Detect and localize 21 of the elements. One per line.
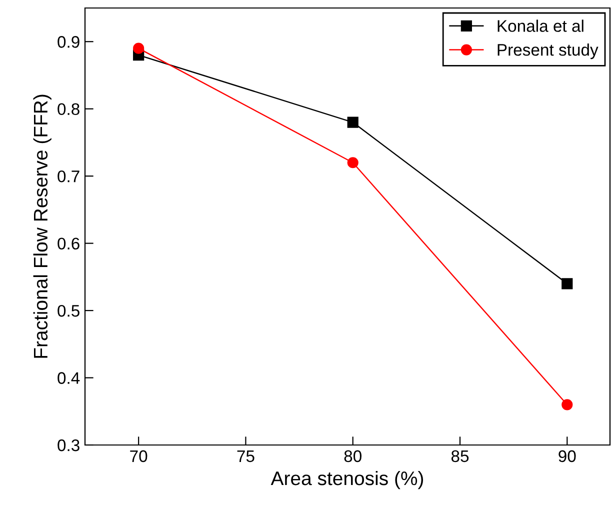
y-axis-title: Fractional Flow Reserve (FFR) bbox=[33, 94, 52, 358]
y-tick-label: 0.3 bbox=[58, 439, 80, 452]
x-tick-label: 75 bbox=[237, 450, 254, 462]
x-tick-label: 80 bbox=[344, 450, 362, 462]
point bbox=[347, 116, 358, 128]
legend-label: Present study bbox=[498, 44, 598, 60]
x-tick-label: 85 bbox=[451, 450, 469, 462]
y-tick-label: 0.6 bbox=[58, 238, 80, 250]
x-axis-title: Area stenosis (%) bbox=[270, 470, 424, 490]
x-tick-label: 70 bbox=[130, 450, 148, 462]
point bbox=[347, 157, 358, 168]
y-tick-label: 0.8 bbox=[58, 103, 80, 116]
y-tick-label: 0.5 bbox=[58, 304, 80, 317]
y-tick-label: 0.4 bbox=[58, 372, 80, 384]
y-tick-label: 0.9 bbox=[58, 36, 80, 48]
point bbox=[133, 42, 144, 54]
legend-label: Konala et al bbox=[498, 20, 584, 32]
y-tick-label: 0.7 bbox=[58, 170, 80, 182]
x-tick-label: 90 bbox=[558, 450, 576, 462]
point bbox=[562, 278, 573, 290]
point bbox=[562, 399, 573, 410]
